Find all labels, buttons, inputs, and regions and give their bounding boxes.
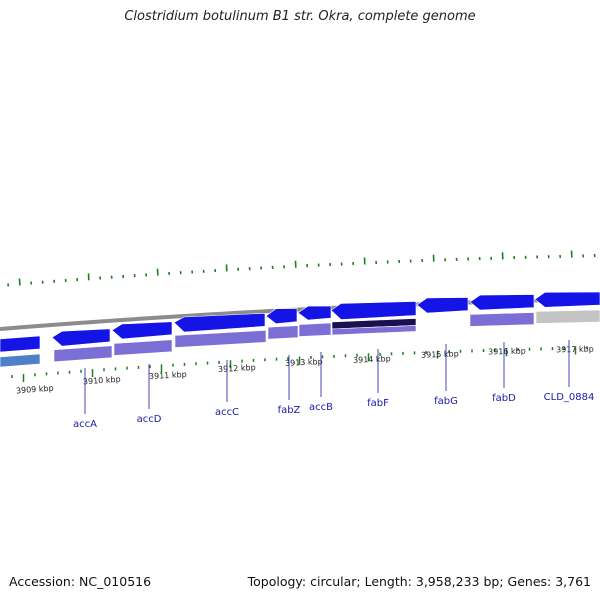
gene-track [0,291,600,368]
gene-arrow-fabG [416,297,469,314]
gene-block-lower [0,353,41,368]
gene-label-accc: accC [215,407,239,418]
gene-label-fabf: fabF [367,398,389,409]
kbp-label: 3909 kbp [16,384,54,396]
kbp-label: 3911 kbp [149,370,187,381]
genome-stats-text: Topology: circular; Length: 3,958,233 bp… [247,574,591,589]
kbp-label: 3915 kbp [421,349,459,359]
scale-ticks: 3909 kbp 3910 kbp 3911 kbp 3912 kbp 3913 kbp… [11,345,594,396]
gene-label-fabd: fabD [492,393,516,404]
gc-skew-track [7,250,596,287]
kbp-label: 3914 kbp [353,354,391,365]
gene-arrow-accD [111,321,173,340]
gene-arrow-fabZ [265,308,298,325]
gene-block-lower [469,312,535,327]
kbp-label: 3916 kbp [488,346,526,356]
gene-block-lower [53,345,113,363]
gene-arrow-CLD_0884 [534,291,600,308]
gene-block-lower [331,325,417,336]
kbp-label: 3910 kbp [83,375,121,387]
gene-block-lower [535,309,600,324]
genome-title: Clostridium botulinum B1 str. Okra, comp… [124,9,476,24]
gene-label-accb: accB [309,402,333,413]
gene-label-fabz: fabZ [278,405,301,416]
gene-block [0,335,41,353]
gene-block-lower [174,329,267,348]
gene-label-acca: accA [73,419,97,430]
accession-text: Accession: NC_010516 [9,574,152,589]
gene-label-fabg: fabG [434,396,458,407]
gene-arrow-accC [173,312,266,333]
gene-arrow-accA [51,328,111,347]
gene-label-accd: accD [137,414,162,425]
gene-label-leaders [84,340,570,414]
kbp-label: 3912 kbp [218,363,256,374]
gene-arrow-fabF [330,301,417,320]
kbp-label: 3917 kbp [556,345,594,355]
kbp-label: 3913 kbp [285,357,323,368]
gene-block-lower [267,325,299,340]
gene-labels: accA accD accC fabZ accB fabF fabG fabD CLD_0884 [73,392,594,430]
gene-arrow-accB [297,305,332,321]
gene-block-lower [298,322,332,337]
gene-arrow-fabD [469,294,535,311]
gene-label-cld_0884: CLD_0884 [544,392,595,403]
gene-block-lower [113,339,173,356]
